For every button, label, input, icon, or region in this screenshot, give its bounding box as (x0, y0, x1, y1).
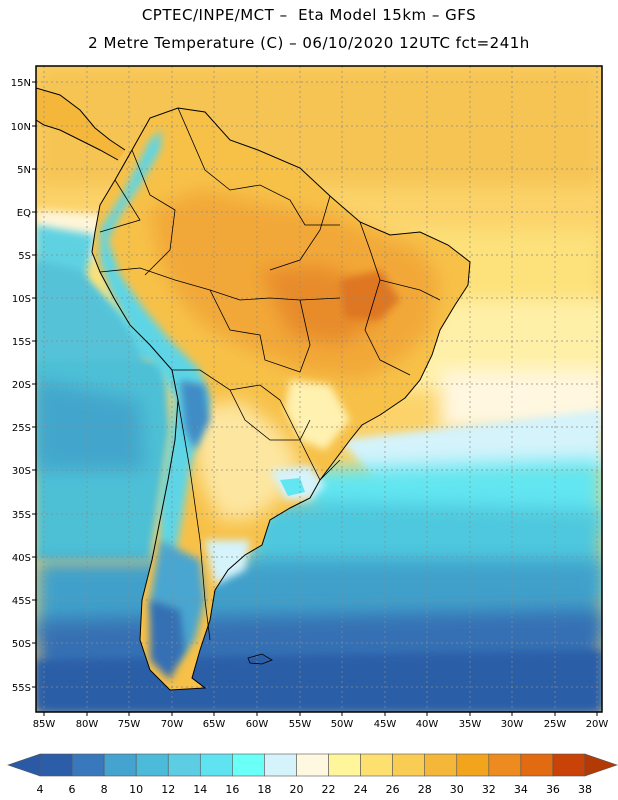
colorbar: 4 6 8 10 12 14 16 18 20 22 24 26 28 30 32 34 36 38 (7, 753, 618, 796)
latitude-labels: 15N 10N 5N EQ 5S 10S 15S 20S 25S 30S 35S… (11, 78, 31, 694)
lat-label: 10N (11, 122, 31, 133)
colorbar-swatch (424, 753, 458, 777)
lat-label: 40S (12, 553, 31, 564)
colorbar-swatch (264, 753, 297, 777)
colorbar-swatch (552, 753, 586, 777)
colorbar-tick-label: 6 (69, 783, 76, 796)
lon-label: 60W (246, 719, 269, 730)
lat-ticks (32, 81, 36, 688)
lon-label: 45W (374, 719, 397, 730)
colorbar-tick-label: 34 (514, 783, 528, 796)
coastline (91, 107, 471, 691)
lat-label: 50S (12, 639, 31, 650)
lon-label: 75W (118, 719, 141, 730)
lat-label: 5N (17, 165, 31, 176)
lat-label: 5S (18, 251, 31, 262)
lat-label: 20S (12, 380, 31, 391)
colorbar-swatch (456, 753, 490, 777)
colorbar-tick-label: 38 (578, 783, 592, 796)
colorbar-tick-label: 4 (37, 783, 44, 796)
lon-label: 70W (161, 719, 184, 730)
lat-label: 35S (12, 510, 31, 521)
lat-label: 25S (12, 423, 31, 434)
colorbar-tick-label: 24 (354, 783, 368, 796)
lat-label: 15N (11, 78, 31, 89)
lat-label: EQ (17, 208, 31, 219)
lon-label: 85W (33, 719, 56, 730)
colorbar-swatch (135, 753, 169, 777)
colorbar-right-arrow (584, 753, 618, 777)
colorbar-tick-label: 20 (289, 783, 303, 796)
colorbar-swatch (167, 753, 201, 777)
colorbar-tick-label: 28 (418, 783, 432, 796)
colorbar-swatch (232, 753, 265, 777)
colorbar-swatch (103, 753, 137, 777)
colorbar-swatch (71, 753, 105, 777)
colorbar-swatch (392, 753, 426, 777)
colorbar-swatch (360, 753, 393, 777)
lon-label: 35W (459, 719, 482, 730)
lon-label: 40W (416, 719, 439, 730)
country-borders (99, 107, 441, 641)
lon-label: 55W (289, 719, 312, 730)
lon-label: 25W (544, 719, 567, 730)
map-field (36, 66, 602, 712)
map-title-line-2: 2 Metre Temperature (C) – 06/10/2020 12U… (88, 34, 530, 52)
colorbar-tick-label: 12 (161, 783, 175, 796)
lat-label: 55S (12, 683, 31, 694)
colorbar-left-arrow (7, 753, 41, 777)
lat-label: 30S (12, 466, 31, 477)
colorbar-tick-label: 18 (257, 783, 271, 796)
lon-label: 65W (203, 719, 226, 730)
map-title-line-1: CPTEC/INPE/MCT – Eta Model 15km – GFS (141, 6, 477, 24)
lon-label: 50W (331, 719, 354, 730)
lat-label: 45S (12, 596, 31, 607)
colorbar-tick-label: 10 (129, 783, 143, 796)
colorbar-swatch (488, 753, 522, 777)
graticule (36, 66, 602, 712)
colorbar-tick-label: 14 (193, 783, 207, 796)
colorbar-swatch (296, 753, 329, 777)
colorbar-tick-label: 8 (101, 783, 108, 796)
lon-label: 80W (76, 719, 99, 730)
lon-label: 20W (586, 719, 609, 730)
lon-label: 30W (501, 719, 524, 730)
map-frame (35, 65, 603, 713)
lat-label: 15S (12, 337, 31, 348)
colorbar-tick-label: 36 (546, 783, 560, 796)
colorbar-tick-label: 16 (225, 783, 239, 796)
colorbar-tick-label: 26 (386, 783, 400, 796)
lon-ticks (43, 712, 598, 716)
colorbar-swatch (328, 753, 361, 777)
colorbar-swatch (39, 753, 73, 777)
colorbar-tick-label: 22 (322, 783, 336, 796)
colorbar-swatch (199, 753, 233, 777)
colorbar-swatch (520, 753, 554, 777)
longitude-labels: 85W 80W 75W 70W 65W 60W 55W 50W 45W 40W … (33, 719, 609, 730)
lat-label: 10S (12, 294, 31, 305)
colorbar-tick-label: 32 (482, 783, 496, 796)
colorbar-tick-label: 30 (450, 783, 464, 796)
